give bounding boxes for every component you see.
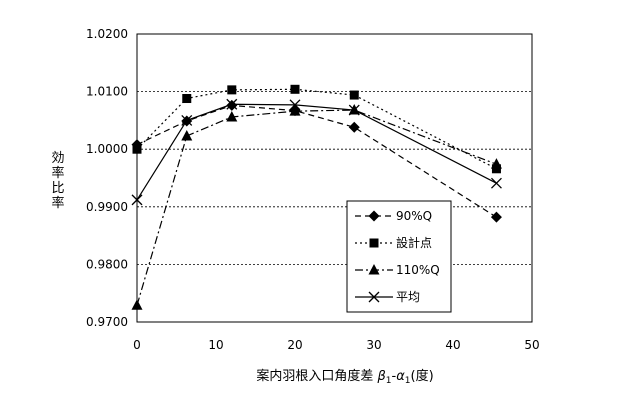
tick-layer: 0.9700 0.9800 0.9900 1.0000 1.0100 1.0200 0 10 2… [86, 27, 540, 352]
triangle-marker [491, 158, 502, 169]
x-tick-label: 20 [287, 338, 302, 352]
x-tick-label: 50 [524, 338, 539, 352]
series-line [137, 104, 496, 200]
square-marker [227, 85, 236, 94]
y-tick-label: 0.9700 [86, 315, 128, 329]
series-square [133, 85, 501, 173]
x-axis-title: 案内羽根入口角度差 β1-α1(度) [256, 368, 433, 386]
y-axis-title: 効率比率 [51, 151, 64, 211]
series-x [132, 99, 501, 205]
square-marker [350, 91, 359, 100]
x-marker [491, 178, 501, 188]
y-axis-title-char: 率 [51, 195, 64, 211]
diamond-marker [349, 122, 360, 133]
x-axis-title-beta: β [376, 369, 385, 384]
diamond-marker [491, 212, 502, 223]
y-axis-title-char: 比 [51, 181, 64, 196]
y-tick-label: 1.0200 [86, 27, 128, 41]
y-tick-label: 1.0000 [86, 142, 128, 156]
triangle-marker [181, 130, 192, 141]
legend-label: 平均 [396, 290, 420, 304]
square-marker [133, 145, 142, 154]
triangle-marker [132, 299, 143, 310]
square-marker [291, 85, 300, 94]
y-tick-label: 1.0100 [86, 85, 128, 99]
square-marker [182, 94, 191, 103]
x-tick-label: 0 [133, 338, 141, 352]
legend: 90%Q 設計点 110%Q 平均 [347, 201, 451, 312]
square-marker [370, 239, 379, 248]
plot-border [137, 34, 532, 322]
x-axis-title-prefix: 案内羽根入口角度差 [256, 368, 377, 384]
x-tick-label: 10 [208, 338, 223, 352]
x-axis-title-unit: (度) [411, 368, 434, 384]
legend-label: 90%Q [396, 209, 432, 223]
y-tick-label: 0.9900 [86, 200, 128, 214]
y-axis-title-char: 効 [51, 151, 64, 166]
plot-area [137, 34, 532, 322]
legend-label: 110%Q [396, 263, 440, 277]
x-tick-label: 30 [366, 338, 381, 352]
y-tick-label: 0.9800 [86, 257, 128, 271]
x-tick-label: 40 [445, 338, 460, 352]
y-axis-title-char: 率 [51, 165, 64, 181]
legend-label: 設計点 [396, 235, 432, 250]
